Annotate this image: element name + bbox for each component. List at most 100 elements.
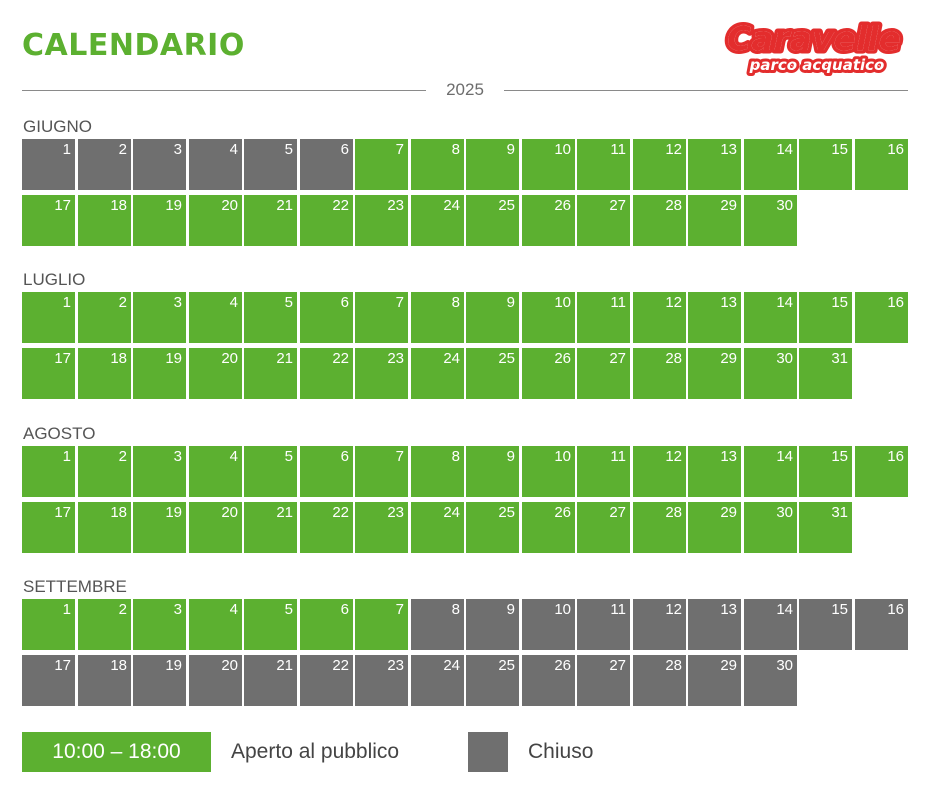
day-cell-open: 28 <box>633 348 686 399</box>
day-cell-open: 3 <box>133 599 186 650</box>
day-cell-open: 19 <box>133 348 186 399</box>
day-cell-closed: 4 <box>189 139 242 190</box>
day-cell-open: 20 <box>189 195 242 246</box>
month-name: GIUGNO <box>23 117 92 136</box>
day-cell-open: 29 <box>688 195 741 246</box>
day-grid: 1 2 3 4 5 6 7 8 9 10 11 12 13 14 15 16 17 18 19 20 21 22 23 24 2… <box>22 139 910 247</box>
day-cell-closed: 20 <box>189 655 242 706</box>
day-cell-closed: 19 <box>133 655 186 706</box>
day-cell-closed: 23 <box>355 655 408 706</box>
day-cell-closed: 1 <box>22 139 75 190</box>
day-cell-open: 3 <box>133 446 186 497</box>
legend-open-swatch: 10:00 – 18:00 <box>22 732 211 772</box>
day-grid: 1 2 3 4 5 6 7 8 9 10 11 12 13 14 15 16 17 18 19 20 21 22 23 24 2… <box>22 599 910 707</box>
day-cell-open: 9 <box>466 446 519 497</box>
day-cell-open: 6 <box>300 446 353 497</box>
divider-line-left <box>22 90 426 91</box>
day-cell-closed: 3 <box>133 139 186 190</box>
day-cell-open: 4 <box>189 292 242 343</box>
day-cell-open: 12 <box>633 446 686 497</box>
day-cell-open: 2 <box>78 292 131 343</box>
day-cell-open: 24 <box>411 348 464 399</box>
day-cell-open: 26 <box>522 502 575 553</box>
day-cell-closed: 8 <box>411 599 464 650</box>
day-cell-open: 24 <box>411 195 464 246</box>
month-name: SETTEMBRE <box>23 577 127 596</box>
day-cell-open: 7 <box>355 292 408 343</box>
day-cell-open: 8 <box>411 292 464 343</box>
day-cell-closed: 16 <box>855 599 908 650</box>
day-cell-open: 15 <box>799 292 852 343</box>
day-cell-open: 16 <box>855 292 908 343</box>
day-cell-closed: 14 <box>744 599 797 650</box>
legend-closed-swatch <box>468 732 508 772</box>
day-cell-open: 25 <box>466 348 519 399</box>
day-cell-closed: 13 <box>688 599 741 650</box>
svg-text:parco acquatico: parco acquatico <box>749 56 885 74</box>
day-cell-open: 27 <box>577 195 630 246</box>
day-cell-open: 1 <box>22 292 75 343</box>
day-cell-open: 17 <box>22 195 75 246</box>
day-cell-open: 18 <box>78 195 131 246</box>
day-cell-open: 1 <box>22 599 75 650</box>
day-cell-closed: 12 <box>633 599 686 650</box>
day-cell-open: 5 <box>244 292 297 343</box>
day-cell-open: 11 <box>577 139 630 190</box>
year-divider: 2025 <box>22 80 908 100</box>
day-cell-open: 15 <box>799 446 852 497</box>
legend-closed-label: Chiuso <box>528 740 594 763</box>
day-cell-closed: 25 <box>466 655 519 706</box>
day-cell-open: 2 <box>78 599 131 650</box>
day-cell-open: 11 <box>577 446 630 497</box>
day-cell-open: 14 <box>744 292 797 343</box>
day-cell-open: 31 <box>799 348 852 399</box>
day-cell-open: 27 <box>577 502 630 553</box>
day-cell-open: 1 <box>22 446 75 497</box>
day-cell-open: 14 <box>744 139 797 190</box>
day-cell-open: 30 <box>744 348 797 399</box>
day-cell-open: 10 <box>522 292 575 343</box>
day-cell-open: 20 <box>189 348 242 399</box>
day-cell-open: 14 <box>744 446 797 497</box>
legend: 10:00 – 18:00 Aperto al pubblico Chiuso <box>22 732 908 772</box>
month-block: AGOSTO 1 2 3 4 5 6 7 8 9 10 11 12 13 14 15 16 17 18 19 20 21 2… <box>22 424 910 554</box>
day-cell-open: 7 <box>355 599 408 650</box>
day-cell-closed: 27 <box>577 655 630 706</box>
day-cell-open: 21 <box>244 348 297 399</box>
year-label: 2025 <box>446 80 484 99</box>
day-cell-open: 10 <box>522 446 575 497</box>
month-block: GIUGNO 1 2 3 4 5 6 7 8 9 10 11 12 13 14 15 16 17 18 19 20 21 2… <box>22 117 910 247</box>
day-grid: 1 2 3 4 5 6 7 8 9 10 11 12 13 14 15 16 17 18 19 20 21 22 23 24 2… <box>22 292 910 400</box>
day-cell-closed: 21 <box>244 655 297 706</box>
day-cell-open: 12 <box>633 292 686 343</box>
day-cell-open: 4 <box>189 446 242 497</box>
day-cell-open: 31 <box>799 502 852 553</box>
day-cell-open: 7 <box>355 139 408 190</box>
day-cell-open: 25 <box>466 195 519 246</box>
day-cell-open: 12 <box>633 139 686 190</box>
day-cell-closed: 26 <box>522 655 575 706</box>
day-cell-open: 21 <box>244 195 297 246</box>
day-cell-open: 8 <box>411 139 464 190</box>
day-cell-open: 22 <box>300 348 353 399</box>
day-cell-open: 30 <box>744 502 797 553</box>
day-cell-open: 23 <box>355 348 408 399</box>
day-grid: 1 2 3 4 5 6 7 8 9 10 11 12 13 14 15 16 17 18 19 20 21 22 23 24 2… <box>22 446 910 554</box>
day-cell-open: 19 <box>133 502 186 553</box>
day-cell-closed: 28 <box>633 655 686 706</box>
day-cell-open: 18 <box>78 348 131 399</box>
day-cell-open: 26 <box>522 348 575 399</box>
day-cell-open: 26 <box>522 195 575 246</box>
day-cell-closed: 11 <box>577 599 630 650</box>
day-cell-open: 4 <box>189 599 242 650</box>
month-block: SETTEMBRE 1 2 3 4 5 6 7 8 9 10 11 12 13 14 15 16 17 18 19 20… <box>22 577 910 707</box>
day-cell-open: 20 <box>189 502 242 553</box>
day-cell-closed: 15 <box>799 599 852 650</box>
day-cell-open: 24 <box>411 502 464 553</box>
month-name: LUGLIO <box>23 270 86 289</box>
day-cell-open: 22 <box>300 502 353 553</box>
day-cell-closed: 30 <box>744 655 797 706</box>
day-cell-open: 13 <box>688 292 741 343</box>
day-cell-open: 15 <box>799 139 852 190</box>
day-cell-closed: 24 <box>411 655 464 706</box>
